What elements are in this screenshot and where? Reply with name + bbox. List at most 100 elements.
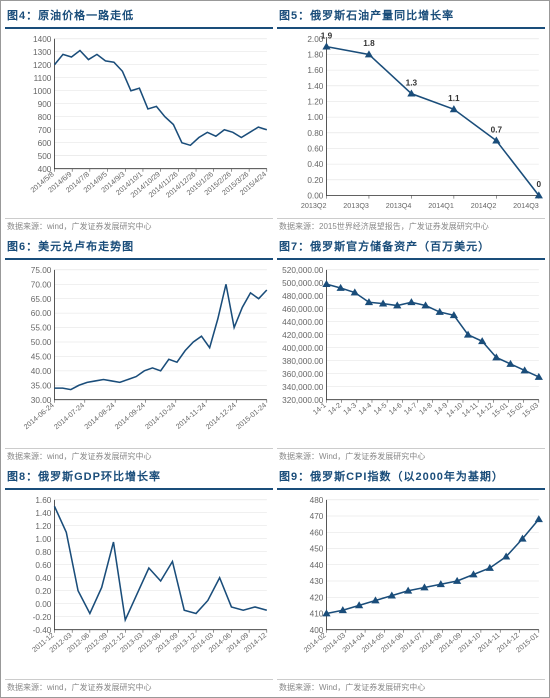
svg-text:0.60: 0.60 [307, 145, 323, 154]
svg-text:0.60: 0.60 [35, 561, 51, 570]
svg-text:2013Q2: 2013Q2 [301, 201, 327, 210]
svg-text:14-8: 14-8 [417, 400, 434, 416]
svg-text:14-7: 14-7 [402, 400, 419, 416]
svg-text:1400: 1400 [33, 35, 52, 44]
svg-text:440,000.00: 440,000.00 [282, 318, 324, 327]
panel-fig5: 图5：俄罗斯石油产量同比增长率0.000.200.400.600.801.001… [277, 5, 545, 232]
panel-title: 图4：原油价格一路走低 [5, 5, 273, 29]
svg-text:520,000.00: 520,000.00 [282, 266, 324, 275]
panel-fig8: 图8：俄罗斯GDP环比增长率-0.40-0.200.000.200.400.60… [5, 466, 273, 693]
svg-text:1000: 1000 [33, 87, 52, 96]
svg-text:450: 450 [310, 545, 324, 554]
panel-fig6: 图6：美元兑卢布走势图30.0035.0040.0045.0050.0055.0… [5, 236, 273, 463]
panel-chart: 30.0035.0040.0045.0050.0055.0060.0065.00… [5, 260, 273, 449]
panel-source: 数据来源：wind，广发证券发展研究中心 [5, 448, 273, 462]
panel-chart: 320,000.00340,000.00360,000.00380,000.00… [277, 260, 545, 449]
panel-source: 数据来源：wind，广发证券发展研究中心 [5, 679, 273, 693]
svg-text:400,000.00: 400,000.00 [282, 343, 324, 352]
panel-chart: 4005006007008009001000110012001300140020… [5, 29, 273, 218]
svg-text:900: 900 [38, 100, 52, 109]
svg-text:480,000.00: 480,000.00 [282, 292, 324, 301]
svg-text:440: 440 [310, 561, 324, 570]
svg-text:470: 470 [310, 512, 324, 521]
svg-text:1.20: 1.20 [307, 98, 323, 107]
svg-text:430: 430 [310, 577, 324, 586]
svg-text:55.00: 55.00 [31, 323, 52, 332]
panel-source: 数据来源：Wind，广发证券发展研究中心 [277, 679, 545, 693]
svg-text:2014-07-24: 2014-07-24 [52, 400, 86, 431]
svg-text:0.40: 0.40 [35, 574, 51, 583]
svg-text:380,000.00: 380,000.00 [282, 356, 324, 365]
svg-text:70.00: 70.00 [31, 280, 52, 289]
svg-text:50.00: 50.00 [31, 338, 52, 347]
panel-source: 数据来源：wind，广发证券发展研究中心 [5, 218, 273, 232]
panel-source: 数据来源：Wind，广发证券发展研究中心 [277, 448, 545, 462]
svg-text:1.40: 1.40 [35, 509, 51, 518]
svg-text:2014-12-24: 2014-12-24 [204, 400, 238, 431]
svg-text:15-03: 15-03 [520, 400, 540, 419]
svg-text:1.9: 1.9 [321, 31, 333, 40]
svg-text:1100: 1100 [34, 74, 52, 83]
svg-text:1.1: 1.1 [448, 94, 460, 103]
svg-text:0.00: 0.00 [35, 600, 51, 609]
svg-text:0.7: 0.7 [491, 125, 503, 134]
svg-text:0.20: 0.20 [35, 587, 51, 596]
svg-text:0.00: 0.00 [307, 192, 323, 201]
svg-text:14-2: 14-2 [326, 400, 343, 416]
panel-chart: 0.000.200.400.600.801.001.201.401.601.80… [277, 29, 545, 218]
svg-text:-0.20: -0.20 [33, 613, 52, 622]
svg-text:0: 0 [537, 180, 542, 189]
panel-chart: -0.40-0.200.000.200.400.600.801.001.201.… [5, 490, 273, 679]
panel-title: 图5：俄罗斯石油产量同比增长率 [277, 5, 545, 29]
panel-title: 图8：俄罗斯GDP环比增长率 [5, 466, 273, 490]
svg-text:2015-01-24: 2015-01-24 [234, 400, 268, 431]
svg-text:2014-08-24: 2014-08-24 [82, 400, 116, 431]
panel-fig9: 图9：俄罗斯CPI指数（以2000年为基期）400410420430440450… [277, 466, 545, 693]
svg-text:0.80: 0.80 [35, 548, 51, 557]
svg-text:410: 410 [310, 610, 324, 619]
svg-text:2014Q2: 2014Q2 [471, 201, 497, 210]
svg-text:1.60: 1.60 [307, 66, 323, 75]
svg-text:1300: 1300 [33, 48, 52, 57]
svg-text:420,000.00: 420,000.00 [282, 330, 324, 339]
svg-text:1.3: 1.3 [406, 78, 418, 87]
svg-text:1.00: 1.00 [35, 535, 51, 544]
svg-text:2014Q3: 2014Q3 [513, 201, 539, 210]
svg-text:2014Q1: 2014Q1 [428, 201, 454, 210]
panel-fig4: 图4：原油价格一路走低40050060070080090010001100120… [5, 5, 273, 232]
svg-text:35.00: 35.00 [31, 381, 52, 390]
svg-text:2014-06-24: 2014-06-24 [22, 400, 56, 431]
svg-text:500,000.00: 500,000.00 [282, 279, 324, 288]
svg-text:1200: 1200 [33, 61, 52, 70]
svg-text:800: 800 [38, 113, 52, 122]
svg-text:40.00: 40.00 [31, 367, 52, 376]
svg-text:0.40: 0.40 [307, 160, 323, 169]
svg-text:14-6: 14-6 [387, 400, 404, 416]
svg-text:460: 460 [310, 529, 324, 538]
svg-text:340,000.00: 340,000.00 [282, 382, 324, 391]
svg-text:460,000.00: 460,000.00 [282, 305, 324, 314]
svg-text:0.80: 0.80 [307, 129, 323, 138]
panel-chart: 4004104204304404504604704802014-022014-0… [277, 490, 545, 679]
svg-text:14-5: 14-5 [372, 400, 389, 416]
svg-text:14-3: 14-3 [341, 400, 358, 416]
svg-text:600: 600 [38, 139, 52, 148]
chart-grid: 图4：原油价格一路走低40050060070080090010001100120… [1, 1, 549, 697]
svg-text:14-4: 14-4 [356, 400, 373, 416]
svg-text:2013Q4: 2013Q4 [386, 201, 412, 210]
svg-text:65.00: 65.00 [31, 294, 52, 303]
svg-text:480: 480 [310, 496, 324, 505]
panel-title: 图7：俄罗斯官方储备资产（百万美元） [277, 236, 545, 260]
panel-title: 图6：美元兑卢布走势图 [5, 236, 273, 260]
svg-text:500: 500 [38, 152, 52, 161]
svg-text:2014-09-24: 2014-09-24 [113, 400, 147, 431]
svg-text:1.20: 1.20 [35, 522, 51, 531]
panel-source: 数据来源：2015世界经济展望报告，广发证券发展研究中心 [277, 218, 545, 232]
svg-text:2013Q3: 2013Q3 [343, 201, 369, 210]
svg-text:420: 420 [310, 594, 324, 603]
svg-text:2014-11-24: 2014-11-24 [174, 400, 208, 430]
svg-text:1.40: 1.40 [307, 82, 323, 91]
svg-text:45.00: 45.00 [31, 352, 52, 361]
svg-text:1.60: 1.60 [35, 496, 51, 505]
svg-text:1.00: 1.00 [307, 113, 323, 122]
